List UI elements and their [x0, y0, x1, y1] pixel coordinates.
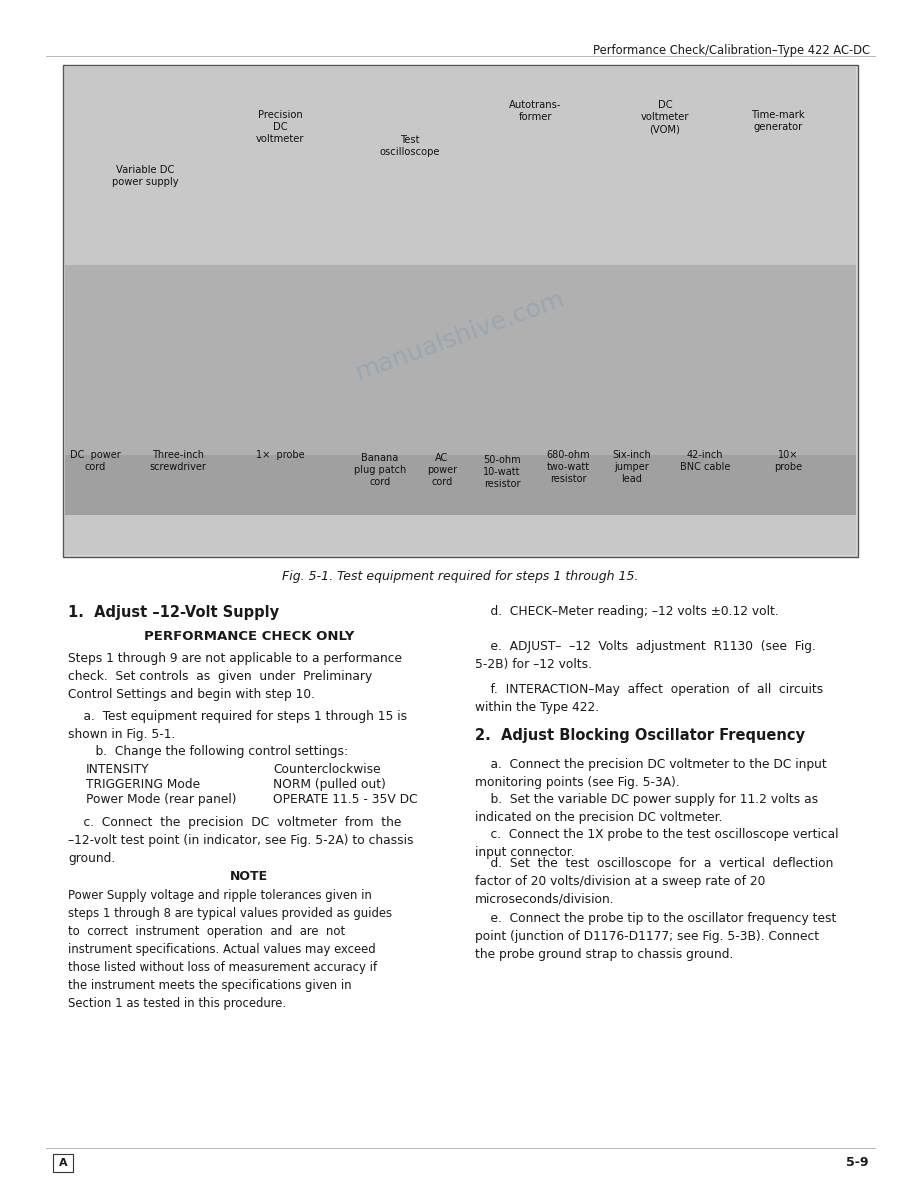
Text: NOTE: NOTE	[230, 870, 268, 883]
Text: Six-inch
jumper
lead: Six-inch jumper lead	[612, 450, 651, 484]
Text: manualshive.com: manualshive.com	[352, 287, 568, 384]
Text: Steps 1 through 9 are not applicable to a performance
check.  Set controls  as  : Steps 1 through 9 are not applicable to …	[68, 652, 402, 701]
Text: Time-mark
generator: Time-mark generator	[752, 109, 805, 132]
Text: DC  power
cord: DC power cord	[70, 450, 121, 472]
Text: b.  Set the variable DC power supply for 11.2 volts as
indicated on the precisio: b. Set the variable DC power supply for …	[475, 793, 818, 823]
Text: f.  INTERACTION–May  affect  operation  of  all  circuits
within the Type 422.: f. INTERACTION–May affect operation of a…	[475, 683, 823, 714]
Text: b.  Change the following control settings:: b. Change the following control settings…	[80, 745, 348, 758]
Text: DC
voltmeter
(VOM): DC voltmeter (VOM)	[641, 100, 689, 134]
Text: 1.  Adjust –12-Volt Supply: 1. Adjust –12-Volt Supply	[68, 605, 279, 620]
Bar	[65, 67, 856, 555]
Text: Autotrans-
former: Autotrans- former	[508, 100, 561, 123]
Text: e.  Connect the probe tip to the oscillator frequency test
point (junction of D1: e. Connect the probe tip to the oscillat…	[475, 912, 836, 962]
Bar	[65, 455, 856, 515]
Text: a.  Connect the precision DC voltmeter to the DC input
monitoring points (see Fi: a. Connect the precision DC voltmeter to…	[475, 758, 827, 789]
Text: INTENSITY: INTENSITY	[86, 763, 149, 776]
Text: Performance Check/Calibration–Type 422 AC-DC: Performance Check/Calibration–Type 422 A…	[593, 44, 870, 57]
Text: 680-ohm
two-watt
resistor: 680-ohm two-watt resistor	[546, 450, 589, 484]
Text: c.  Connect the 1X probe to the test oscilloscope vertical
input connector.: c. Connect the 1X probe to the test osci…	[475, 828, 838, 859]
Text: 10×
probe: 10× probe	[774, 450, 802, 472]
Text: 42-inch
BNC cable: 42-inch BNC cable	[680, 450, 730, 472]
Bar	[63, 65, 858, 557]
Text: OPERATE 11.5 - 35V DC: OPERATE 11.5 - 35V DC	[273, 793, 417, 806]
Text: Variable DC
power supply: Variable DC power supply	[111, 165, 179, 187]
FancyBboxPatch shape	[53, 1154, 73, 1172]
Text: a.  Test equipment required for steps 1 through 15 is
shown in Fig. 5-1.: a. Test equipment required for steps 1 t…	[68, 710, 407, 741]
Text: Test
oscilloscope: Test oscilloscope	[379, 134, 440, 157]
Text: Power Mode (rear panel): Power Mode (rear panel)	[86, 793, 237, 806]
Text: 1×  probe: 1× probe	[256, 450, 304, 461]
Text: 50-ohm
10-watt
resistor: 50-ohm 10-watt resistor	[484, 455, 520, 489]
Text: Banana
plug patch
cord: Banana plug patch cord	[354, 453, 406, 487]
Text: e.  ADJUST–  –12  Volts  adjustment  R1130  (see  Fig.
5-2B) for –12 volts.: e. ADJUST– –12 Volts adjustment R1130 (s…	[475, 640, 816, 671]
Text: PERFORMANCE CHECK ONLY: PERFORMANCE CHECK ONLY	[144, 630, 355, 643]
Text: d.  Set  the  test  oscilloscope  for  a  vertical  deflection
factor of 20 volt: d. Set the test oscilloscope for a verti…	[475, 857, 834, 906]
Text: c.  Connect  the  precision  DC  voltmeter  from  the
–12-volt test point (in in: c. Connect the precision DC voltmeter fr…	[68, 816, 414, 865]
Text: A: A	[59, 1158, 67, 1169]
Text: Power Supply voltage and ripple tolerances given in
steps 1 through 8 are typica: Power Supply voltage and ripple toleranc…	[68, 889, 392, 1010]
Bar	[65, 265, 856, 465]
Text: Fig. 5-1. Test equipment required for steps 1 through 15.: Fig. 5-1. Test equipment required for st…	[282, 570, 638, 583]
Text: NORM (pulled out): NORM (pulled out)	[273, 778, 386, 791]
Text: Three-inch
screwdriver: Three-inch screwdriver	[149, 450, 206, 472]
Text: 2.  Adjust Blocking Oscillator Frequency: 2. Adjust Blocking Oscillator Frequency	[475, 728, 805, 743]
Text: AC
power
cord: AC power cord	[427, 453, 457, 487]
Text: d.  CHECK–Meter reading; –12 volts ±0.12 volt.: d. CHECK–Meter reading; –12 volts ±0.12 …	[475, 605, 779, 618]
Text: 5-9: 5-9	[845, 1157, 868, 1170]
Text: TRIGGERING Mode: TRIGGERING Mode	[86, 778, 200, 791]
Text: Counterclockwise: Counterclockwise	[273, 763, 380, 776]
Text: Precision
DC
voltmeter: Precision DC voltmeter	[256, 109, 304, 144]
